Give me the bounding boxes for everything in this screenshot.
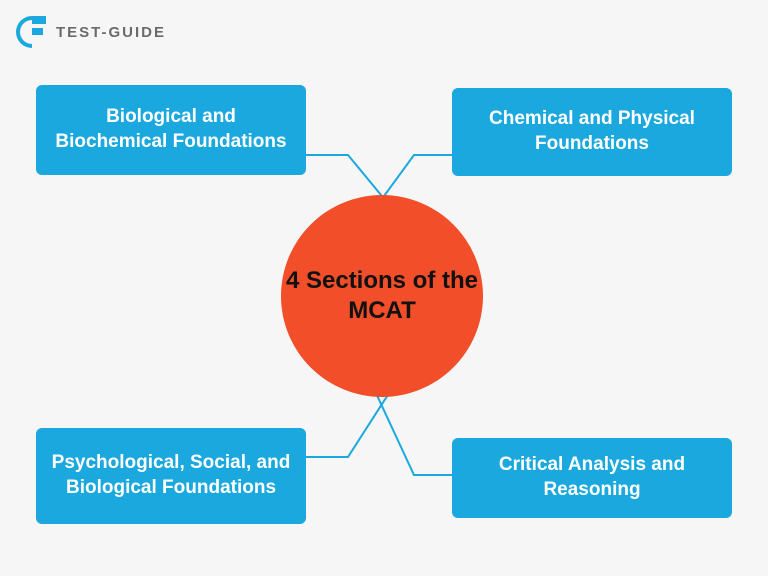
test-guide-logo-icon <box>14 14 50 50</box>
section-box-1: Chemical and Physical Foundations <box>452 88 732 176</box>
center-circle: 4 Sections of the MCAT <box>281 195 483 397</box>
section-box-2: Psychological, Social, and Biological Fo… <box>36 428 306 524</box>
section-box-3: Critical Analysis and Reasoning <box>452 438 732 518</box>
section-label: Biological and Biochemical Foundations <box>50 105 292 154</box>
section-label: Critical Analysis and Reasoning <box>466 453 718 502</box>
section-label: Chemical and Physical Foundations <box>466 107 718 156</box>
center-title: 4 Sections of the MCAT <box>281 266 483 326</box>
logo: TEST-GUIDE <box>14 14 166 50</box>
section-box-0: Biological and Biochemical Foundations <box>36 85 306 175</box>
section-label: Psychological, Social, and Biological Fo… <box>50 451 292 500</box>
logo-text: TEST-GUIDE <box>56 24 166 41</box>
